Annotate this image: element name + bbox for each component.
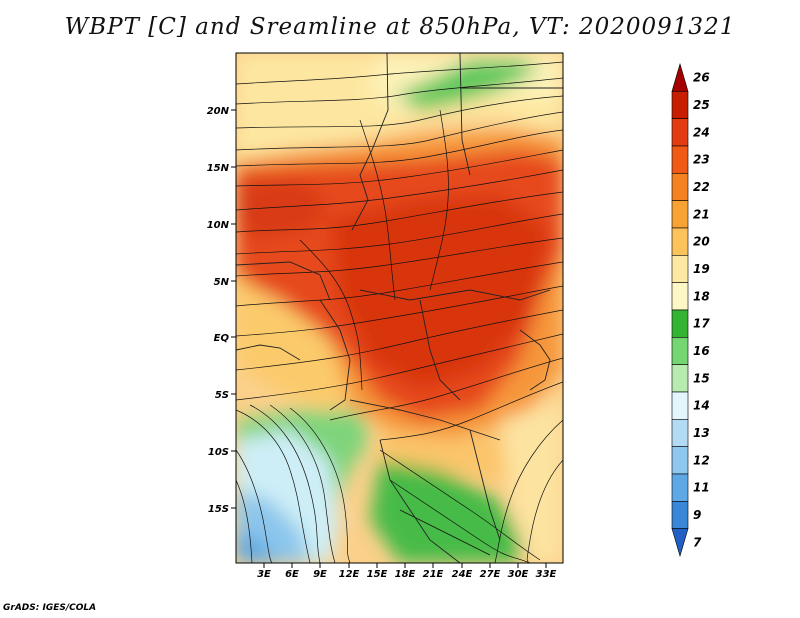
colorbar-label: 14 bbox=[693, 399, 710, 413]
lon-label: 21E bbox=[423, 569, 444, 580]
lat-label: 20N bbox=[207, 106, 230, 117]
colorbar-label: 7 bbox=[693, 535, 702, 549]
colorbar-swatch bbox=[671, 309, 689, 338]
colorbar-label: 17 bbox=[693, 317, 710, 331]
lon-label: 30E bbox=[508, 569, 529, 580]
lon-label: 12E bbox=[339, 569, 360, 580]
colorbar-label: 26 bbox=[693, 71, 710, 85]
lon-label: 18E bbox=[395, 569, 416, 580]
colorbar-label: 24 bbox=[693, 125, 710, 139]
lat-label: EQ bbox=[214, 333, 230, 344]
colorbar-label: 22 bbox=[693, 180, 710, 194]
colorbar-label: 15 bbox=[693, 371, 710, 385]
map-panel bbox=[235, 52, 564, 564]
lat-label: 5N bbox=[214, 277, 230, 288]
lat-label: 10S bbox=[208, 447, 229, 458]
credit-text: GrADS: IGES/COLA bbox=[3, 603, 97, 613]
latitude-axis: 20N 15N 10N 5N EQ 5S 10S 15S bbox=[207, 106, 236, 515]
colorbar-label: 23 bbox=[693, 153, 710, 167]
lat-label: 15S bbox=[208, 504, 229, 515]
colorbar-swatch bbox=[671, 62, 689, 92]
colorbar-swatch bbox=[671, 118, 689, 147]
colorbar-swatch bbox=[671, 200, 689, 229]
lon-label: 33E bbox=[536, 569, 557, 580]
colorbar-label: 20 bbox=[693, 235, 710, 249]
colorbar-swatch bbox=[671, 473, 689, 502]
country-boundaries bbox=[236, 53, 563, 563]
colorbar-label: 9 bbox=[693, 508, 701, 522]
colorbar-swatch bbox=[671, 282, 689, 311]
colorbar-label: 16 bbox=[693, 344, 710, 358]
colorbar-swatch bbox=[671, 419, 689, 447]
colorbar-swatch bbox=[671, 528, 689, 558]
lat-label: 5S bbox=[215, 390, 229, 401]
colorbar-swatch bbox=[671, 145, 689, 174]
map-title: WBPT [C] and Sreamline at 850hPa, VT: 20… bbox=[64, 14, 736, 40]
map-frame bbox=[235, 52, 564, 564]
lon-label: 27E bbox=[480, 569, 501, 580]
lon-label: 15E bbox=[367, 569, 388, 580]
lon-label: 24E bbox=[452, 569, 473, 580]
colorbar-swatch bbox=[671, 501, 689, 529]
colorbar-swatch bbox=[671, 446, 689, 475]
lon-label: 6E bbox=[285, 569, 299, 580]
streamlines bbox=[236, 61, 563, 563]
colorbar: 26 25 24 23 22 21 20 19 18 17 16 15 14 13 12 11 9 7 bbox=[671, 62, 710, 558]
longitude-axis: 3E 6E 9E 12E 15E 18E 21E 24E 27E 30E 33E bbox=[257, 563, 557, 580]
lat-label: 15N bbox=[207, 163, 230, 174]
lon-label: 9E bbox=[313, 569, 327, 580]
colorbar-label: 11 bbox=[693, 481, 710, 495]
colorbar-label: 12 bbox=[693, 453, 710, 467]
colorbar-label: 19 bbox=[693, 262, 710, 276]
colorbar-label: 21 bbox=[693, 207, 710, 221]
colorbar-swatch bbox=[671, 255, 689, 283]
colorbar-swatch bbox=[671, 391, 689, 420]
colorbar-label: 18 bbox=[693, 289, 710, 303]
colorbar-swatch bbox=[671, 227, 689, 256]
colorbar-swatch bbox=[671, 91, 689, 119]
colorbar-label: 25 bbox=[693, 98, 710, 112]
colorbar-label: 13 bbox=[693, 426, 710, 440]
colorbar-swatch bbox=[671, 337, 689, 365]
colorbar-swatch bbox=[671, 173, 689, 201]
lon-label: 3E bbox=[257, 569, 271, 580]
lat-label: 10N bbox=[207, 220, 230, 231]
temperature-field bbox=[236, 53, 563, 563]
colorbar-swatch bbox=[671, 364, 689, 393]
